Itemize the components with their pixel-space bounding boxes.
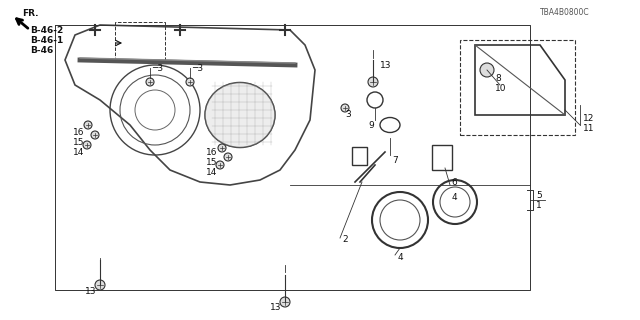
Circle shape [280,297,290,307]
Circle shape [216,161,224,169]
Text: 4: 4 [452,194,458,203]
Text: 16: 16 [206,148,218,156]
Circle shape [368,77,378,87]
Text: ─3: ─3 [152,63,163,73]
Text: 8: 8 [495,74,500,83]
Bar [352,147,367,165]
Circle shape [480,63,494,77]
Text: 1: 1 [536,201,541,210]
Bar [432,145,452,170]
Circle shape [146,78,154,86]
Text: B-46-2: B-46-2 [30,26,63,35]
Text: 16: 16 [73,127,84,137]
Ellipse shape [205,83,275,148]
Circle shape [218,144,226,152]
Text: 6: 6 [451,178,457,187]
Circle shape [84,121,92,129]
Text: 14: 14 [206,167,218,177]
Text: 14: 14 [73,148,84,156]
Text: 13: 13 [85,287,97,297]
Text: 7: 7 [392,156,397,164]
Text: 15: 15 [73,138,84,147]
Text: B-46-1: B-46-1 [30,36,63,44]
Text: 5: 5 [536,190,541,199]
Text: 12: 12 [583,114,595,123]
Text: 9: 9 [368,121,374,130]
Text: 11: 11 [583,124,595,132]
Text: 2: 2 [342,236,348,244]
Text: ─3: ─3 [192,63,203,73]
Circle shape [341,104,349,112]
Circle shape [224,153,232,161]
Bar [115,22,165,62]
Text: 13: 13 [270,303,282,313]
Circle shape [91,131,99,139]
Circle shape [83,141,91,149]
Text: FR.: FR. [22,9,38,18]
Text: 3: 3 [345,109,351,118]
Text: 13: 13 [380,60,392,69]
Text: B-46: B-46 [30,45,53,54]
Text: 4: 4 [398,253,404,262]
Text: TBA4B0800C: TBA4B0800C [540,7,590,17]
Bar [460,40,575,135]
Circle shape [186,78,194,86]
Circle shape [95,280,105,290]
Text: 15: 15 [206,157,218,166]
Text: 10: 10 [495,84,506,92]
